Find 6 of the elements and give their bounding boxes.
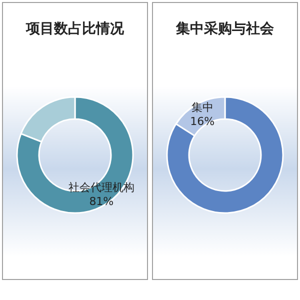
- slice-label: 集中: [191, 100, 214, 114]
- data-label: 16%: [190, 114, 215, 128]
- chart-title: 项目数占比情况: [25, 21, 125, 37]
- chart-title: 集中采购与社会: [175, 21, 275, 37]
- donut-slice: [16, 96, 134, 214]
- donut-slice: [166, 96, 284, 214]
